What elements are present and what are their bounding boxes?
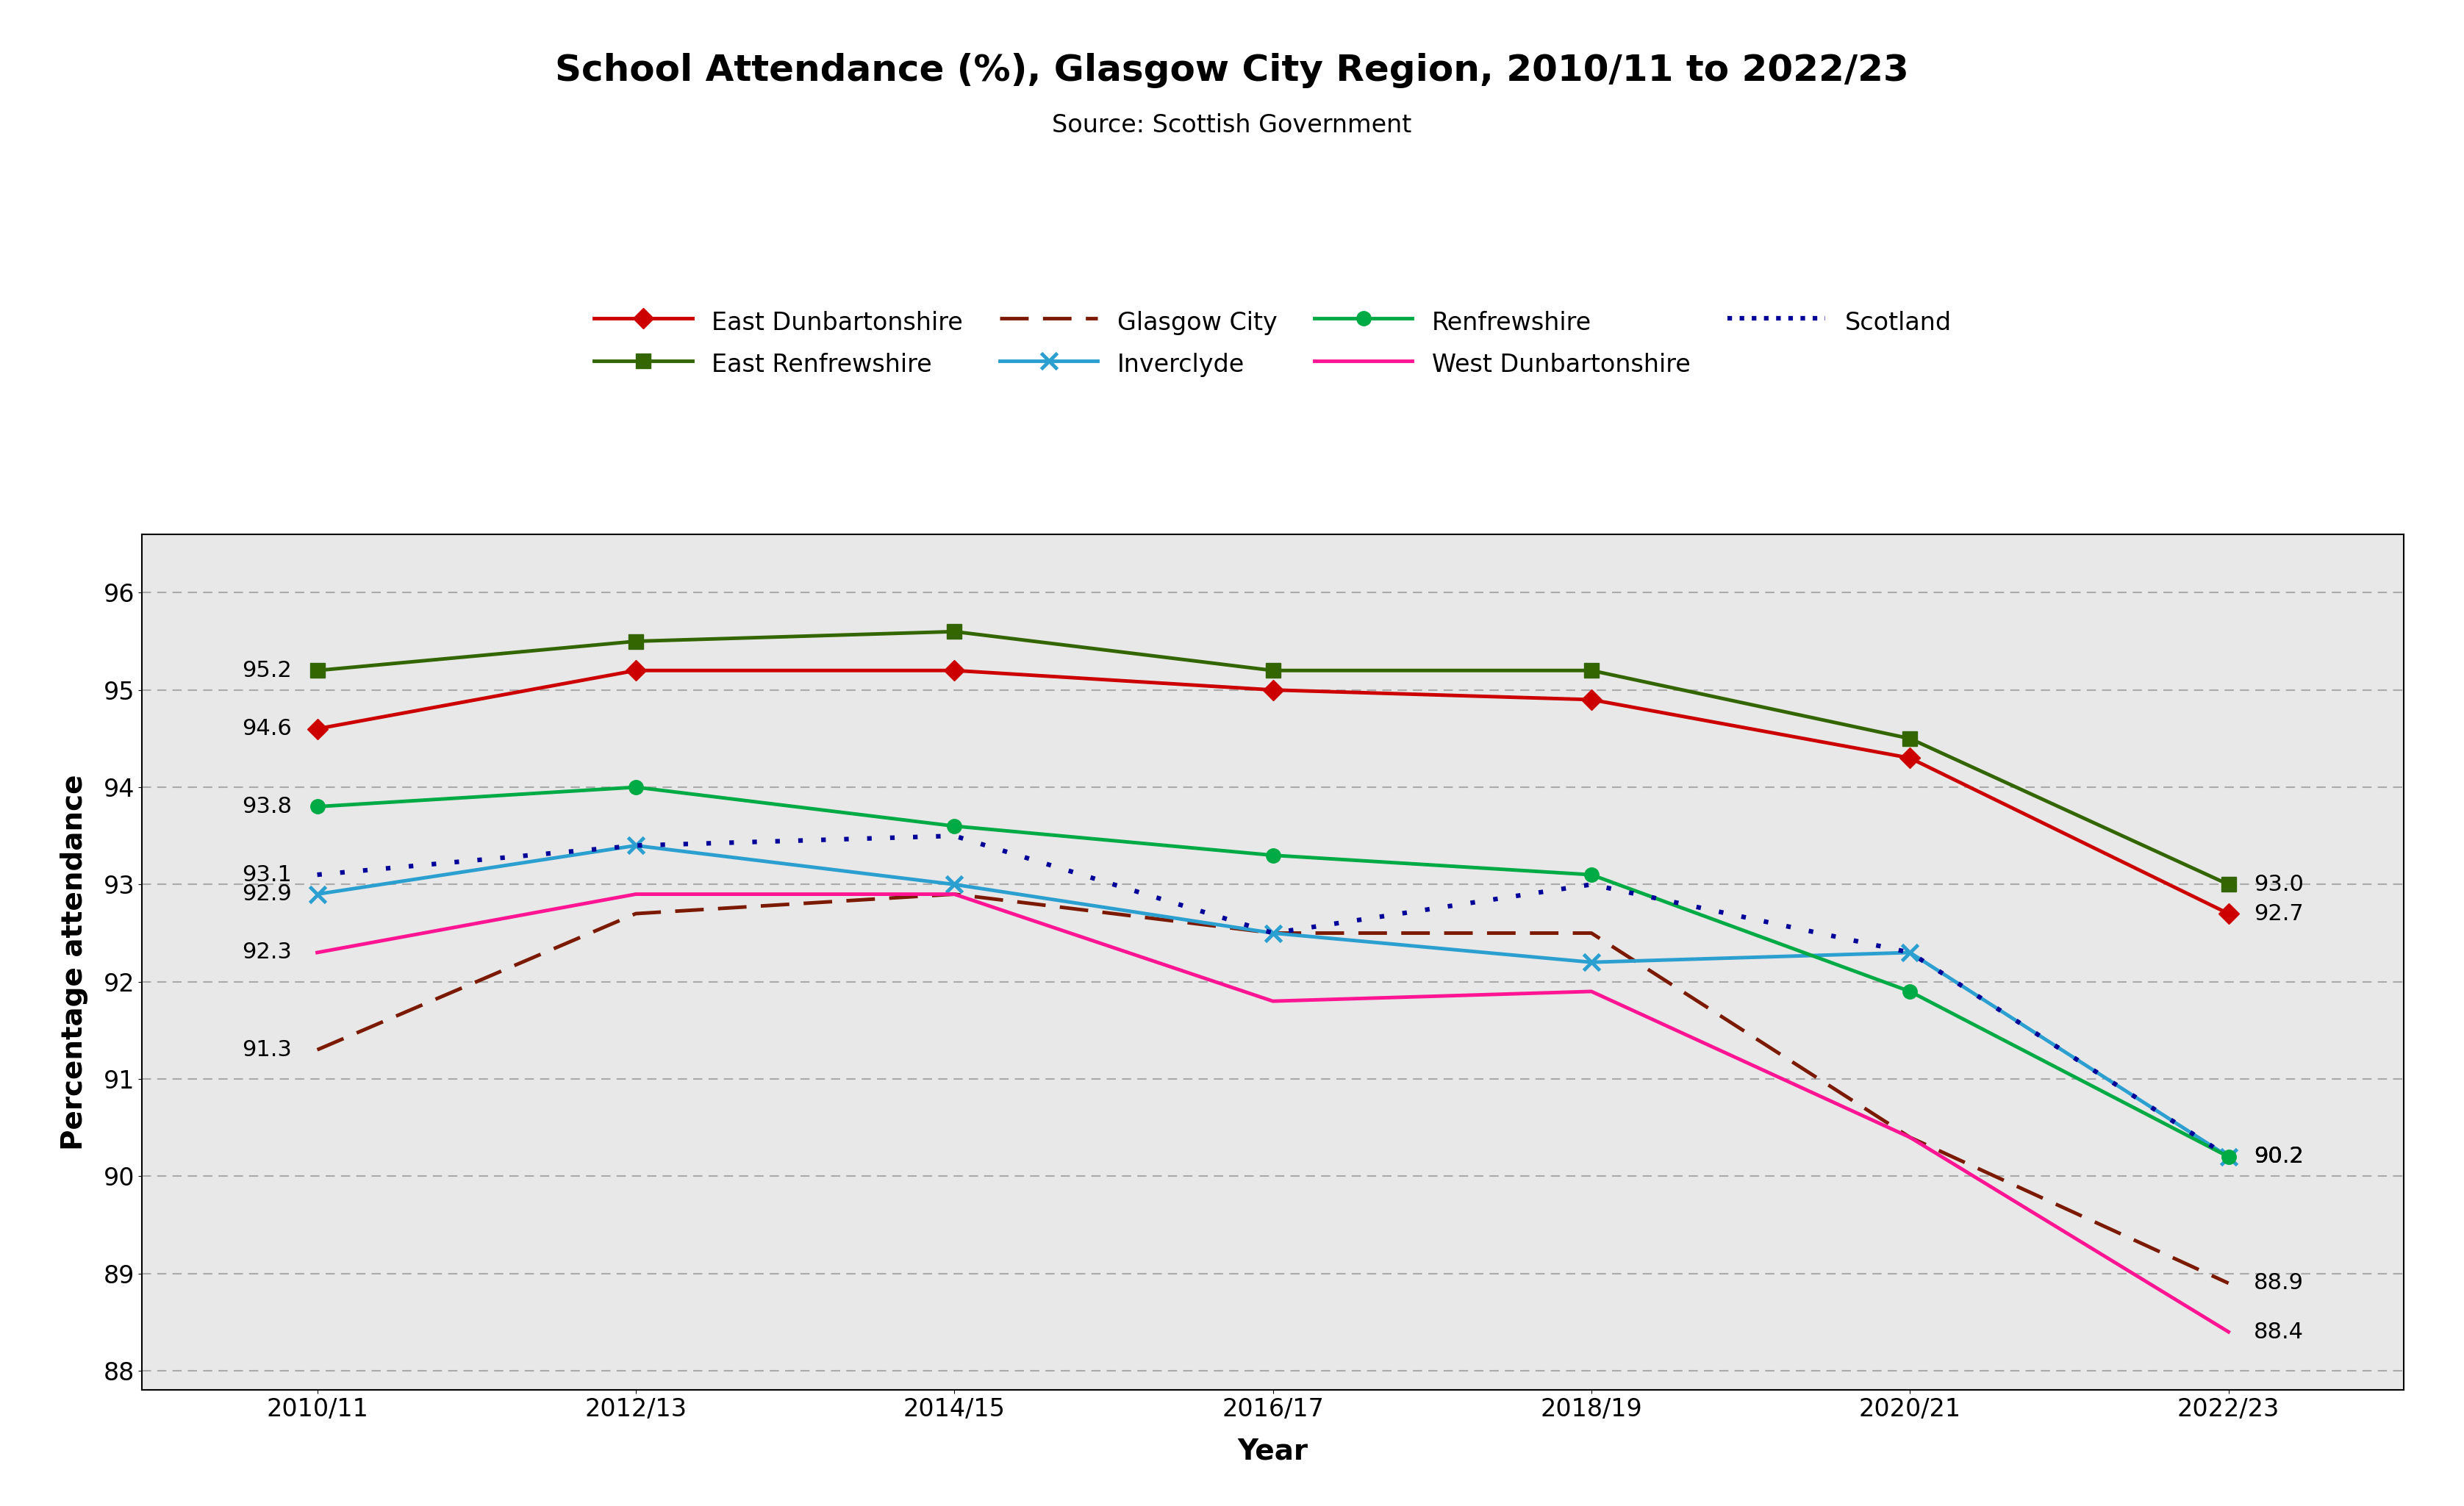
Text: 93.1: 93.1 bbox=[241, 864, 291, 886]
Text: 92.3: 92.3 bbox=[241, 941, 291, 964]
Legend: East Dunbartonshire, East Renfrewshire, Glasgow City, Inverclyde, Renfrewshire, : East Dunbartonshire, East Renfrewshire, … bbox=[594, 307, 1951, 380]
Text: 88.9: 88.9 bbox=[2255, 1273, 2304, 1294]
Text: 88.4: 88.4 bbox=[2255, 1321, 2304, 1342]
Text: 90.2: 90.2 bbox=[2255, 1146, 2304, 1167]
Text: 93.0: 93.0 bbox=[2255, 873, 2304, 895]
Y-axis label: Percentage attendance: Percentage attendance bbox=[59, 774, 89, 1151]
Text: 92.7: 92.7 bbox=[2255, 904, 2304, 925]
Text: 90.2: 90.2 bbox=[2255, 1146, 2304, 1167]
Text: 92.9: 92.9 bbox=[241, 884, 291, 905]
Text: 90.2: 90.2 bbox=[2255, 1146, 2304, 1167]
Text: 93.8: 93.8 bbox=[241, 797, 291, 818]
Text: 95.2: 95.2 bbox=[241, 660, 291, 681]
X-axis label: Year: Year bbox=[1237, 1437, 1308, 1465]
Text: School Attendance (%), Glasgow City Region, 2010/11 to 2022/23: School Attendance (%), Glasgow City Regi… bbox=[554, 53, 1910, 87]
Text: 91.3: 91.3 bbox=[241, 1039, 291, 1060]
Text: Source: Scottish Government: Source: Scottish Government bbox=[1052, 113, 1412, 137]
Text: 94.6: 94.6 bbox=[241, 718, 291, 739]
